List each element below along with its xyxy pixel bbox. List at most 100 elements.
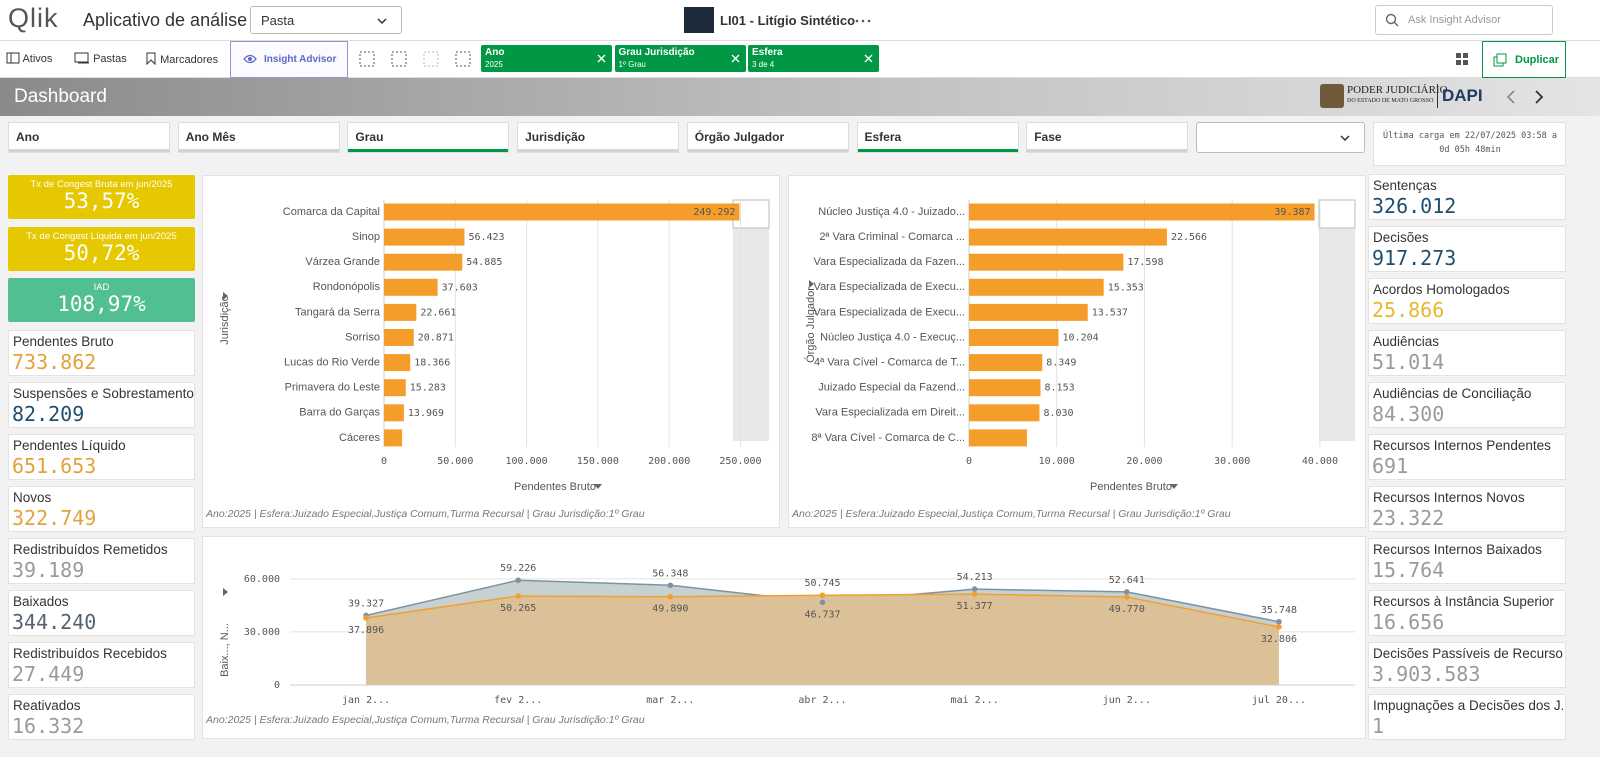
filter-label: Jurisdição <box>525 130 586 144</box>
filter-pane[interactable]: Grau <box>347 122 510 153</box>
app-title: Aplicativo de análise <box>83 10 248 30</box>
selection-value: 1º Grau <box>618 60 646 69</box>
clear-selection[interactable] <box>864 54 873 63</box>
kpi-label: Tx de Congest Líquida em jun/2025 <box>26 230 177 242</box>
kpi-label: Recursos Internos Novos <box>1373 490 1525 505</box>
kpi-box: Audiências de Conciliação 84.300 <box>1368 382 1566 428</box>
filter-label: Ano Mês <box>185 130 236 144</box>
filter-pane[interactable]: Fase <box>1026 122 1189 153</box>
kpi-value: 23.322 <box>1372 506 1445 530</box>
clear-selection[interactable] <box>731 54 740 63</box>
icon <box>243 54 257 64</box>
toolbar-marcadores[interactable]: Marcadores <box>145 52 218 66</box>
tool-clear[interactable] <box>455 51 471 67</box>
last-load-box: Última carga em 22/07/2025 03:58 a 0d 05… <box>1373 122 1566 166</box>
kpi-value: 16.332 <box>12 713 85 738</box>
kpi-tile: Tx de Congest Líquida em jun/2025 50,72% <box>8 226 195 271</box>
icon <box>74 52 89 64</box>
selection-tools <box>359 51 471 67</box>
kpi-label: Redistribuídos Remetidos <box>13 541 168 557</box>
filter-label: Órgão Julgador <box>694 130 785 144</box>
chart-panel <box>788 175 1366 528</box>
logo[interactable]: Qlik <box>8 3 59 33</box>
icon <box>6 52 20 64</box>
doc-title: LI01 - Litígio Sintético <box>720 13 856 28</box>
filter-label: Ano <box>16 130 40 144</box>
brand-unit: DAPI <box>1442 86 1483 105</box>
kpi-value: 1 <box>1372 714 1385 738</box>
selection-chip[interactable]: Esfera 3 de 4 <box>748 45 879 72</box>
kpi-value: 82.209 <box>12 401 85 426</box>
kpi-label: Recursos Internos Baixados <box>1373 542 1542 557</box>
more-menu[interactable] <box>855 18 871 24</box>
kpi-label: IAD <box>93 282 110 293</box>
kpi-value: 25.866 <box>1372 298 1445 322</box>
kpi-label: Pendentes Bruto <box>13 333 114 349</box>
label: Insight Advisor <box>264 54 337 65</box>
kpi-value: 16.656 <box>1372 610 1445 634</box>
filter-pane[interactable]: Ano <box>8 122 170 153</box>
kpi-box: Decisões 917.273 <box>1368 226 1566 272</box>
kpi-box: Recursos à Instância Superior 16.656 <box>1368 590 1566 636</box>
kpi-value: 108,97% <box>57 292 146 316</box>
selection-chip[interactable]: Ano 2025 <box>481 45 612 72</box>
kpi-label: Recursos Internos Pendentes <box>1373 438 1551 453</box>
kpi-value: 733.862 <box>12 349 97 374</box>
kpi-box: Pendentes Líquido 651.653 <box>8 433 195 480</box>
kpi-tile: Tx de Congest Bruta em jun/2025 53,57% <box>8 175 195 219</box>
doc-thumbnail <box>684 7 714 33</box>
sheet-title-bar: Dashboard PODER JUDICIÁRIO DO ESTADO DE … <box>0 78 1600 116</box>
search-box[interactable]: Ask Insight Advisor <box>1375 5 1553 35</box>
kpi-label: Acordos Homologados <box>1373 282 1510 297</box>
next-sheet[interactable] <box>1534 90 1544 104</box>
filter-pane[interactable]: Jurisdição <box>517 122 680 153</box>
toolbar-pastas[interactable]: Pastas <box>74 52 127 65</box>
prev-sheet[interactable] <box>1506 90 1516 104</box>
chart-panel <box>202 536 1366 739</box>
toolbar-ativos[interactable]: Ativos <box>6 52 52 65</box>
kpi-label: Sentenças <box>1373 178 1437 193</box>
tool-step-back[interactable] <box>359 51 375 67</box>
grid-icon[interactable] <box>1455 52 1469 66</box>
icon <box>146 52 156 66</box>
filter-state-bar <box>348 149 509 152</box>
tool-lock[interactable] <box>423 51 439 67</box>
kpi-label: Redistribuídos Recebidos <box>13 645 167 661</box>
tool-step-forward[interactable] <box>391 51 407 67</box>
sheet-dropdown[interactable]: Pasta <box>250 6 402 34</box>
kpi-value: 322.749 <box>12 505 97 530</box>
kpi-tile: IAD 108,97% <box>8 278 195 322</box>
label: Marcadores <box>160 54 219 66</box>
filter-pane[interactable]: Órgão Julgador <box>686 122 849 153</box>
filter-state-bar <box>857 149 1018 152</box>
filter-state-bar <box>687 149 848 152</box>
kpi-box: Sentenças 326.012 <box>1368 174 1566 220</box>
label: Duplicar <box>1515 54 1560 66</box>
kpi-box: Recursos Internos Baixados 15.764 <box>1368 538 1566 584</box>
kpi-box: Audiências 51.014 <box>1368 330 1566 376</box>
brand-separator <box>1437 84 1438 108</box>
empty-dropdown[interactable] <box>1196 122 1365 153</box>
duplicate-button[interactable]: Duplicar <box>1482 41 1566 78</box>
kpi-box: Suspensões e Sobrestamento 82.209 <box>8 381 195 428</box>
kpi-label: Suspensões e Sobrestamento <box>13 385 194 401</box>
filter-label: Grau <box>355 130 384 144</box>
selection-field: Grau Jurisdição <box>618 47 695 58</box>
kpi-label: Novos <box>13 489 52 505</box>
clear-selection[interactable] <box>597 54 606 63</box>
filter-pane[interactable]: Ano Mês <box>177 122 340 153</box>
brand-line1: PODER JUDICIÁRIO <box>1347 84 1448 96</box>
kpi-label: Recursos à Instância Superior <box>1373 594 1554 609</box>
kpi-box: Reativados 16.332 <box>8 693 195 740</box>
kpi-box: Redistribuídos Remetidos 39.189 <box>8 537 195 584</box>
label: Pastas <box>93 53 127 65</box>
kpi-value: 50,72% <box>63 240 140 265</box>
search-placeholder: Ask Insight Advisor <box>1408 14 1501 26</box>
kpi-label: Audiências de Conciliação <box>1373 386 1532 401</box>
chevron <box>1340 135 1350 141</box>
filter-pane[interactable]: Esfera <box>856 122 1019 153</box>
selection-chip[interactable]: Grau Jurisdição 1º Grau <box>614 45 746 72</box>
toolbar-insight-advisor[interactable]: Insight Advisor <box>230 41 348 78</box>
brand-line2: DO ESTADO DE MATO GROSSO <box>1347 98 1434 104</box>
